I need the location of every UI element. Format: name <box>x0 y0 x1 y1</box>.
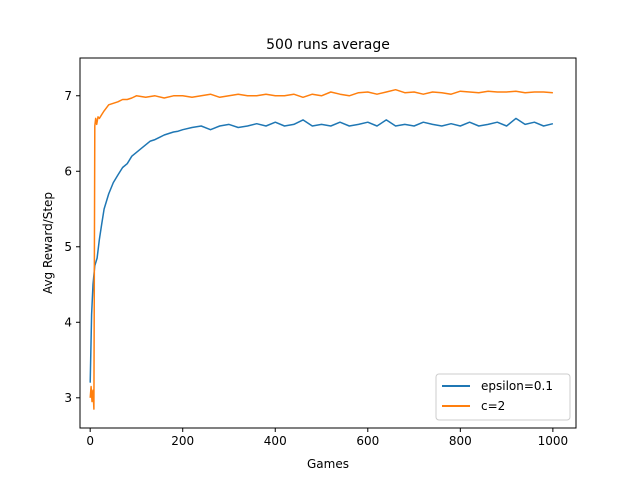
legend-label-0: epsilon=0.1 <box>481 379 553 393</box>
plot-frame <box>79 57 577 429</box>
y-tick-label: 7 <box>64 89 72 103</box>
y-axis-label: Avg Reward/Step <box>41 192 55 294</box>
series-line-1 <box>89 88 553 410</box>
x-axis-label: Games <box>307 457 349 471</box>
y-tick-label: 6 <box>64 164 72 178</box>
series-layer <box>89 88 554 410</box>
series-line-0 <box>89 117 554 383</box>
y-tick-label: 3 <box>64 391 72 405</box>
y-axis: 3 4 5 6 7 <box>64 89 80 405</box>
y-tick-label: 4 <box>64 315 72 329</box>
x-tick-label: 800 <box>449 434 472 448</box>
x-tick-label: 600 <box>356 434 379 448</box>
x-tick-label: 400 <box>264 434 287 448</box>
chart-title: 500 runs average <box>266 37 390 53</box>
x-tick-label: 200 <box>171 434 194 448</box>
x-tick-label: 1000 <box>538 434 569 448</box>
legend: epsilon=0.1 c=2 <box>435 373 571 421</box>
y-tick-label: 5 <box>64 240 72 254</box>
x-tick-label: 0 <box>86 434 94 448</box>
x-axis: 0 200 400 600 800 1000 <box>86 428 568 448</box>
legend-label-1: c=2 <box>481 399 505 413</box>
